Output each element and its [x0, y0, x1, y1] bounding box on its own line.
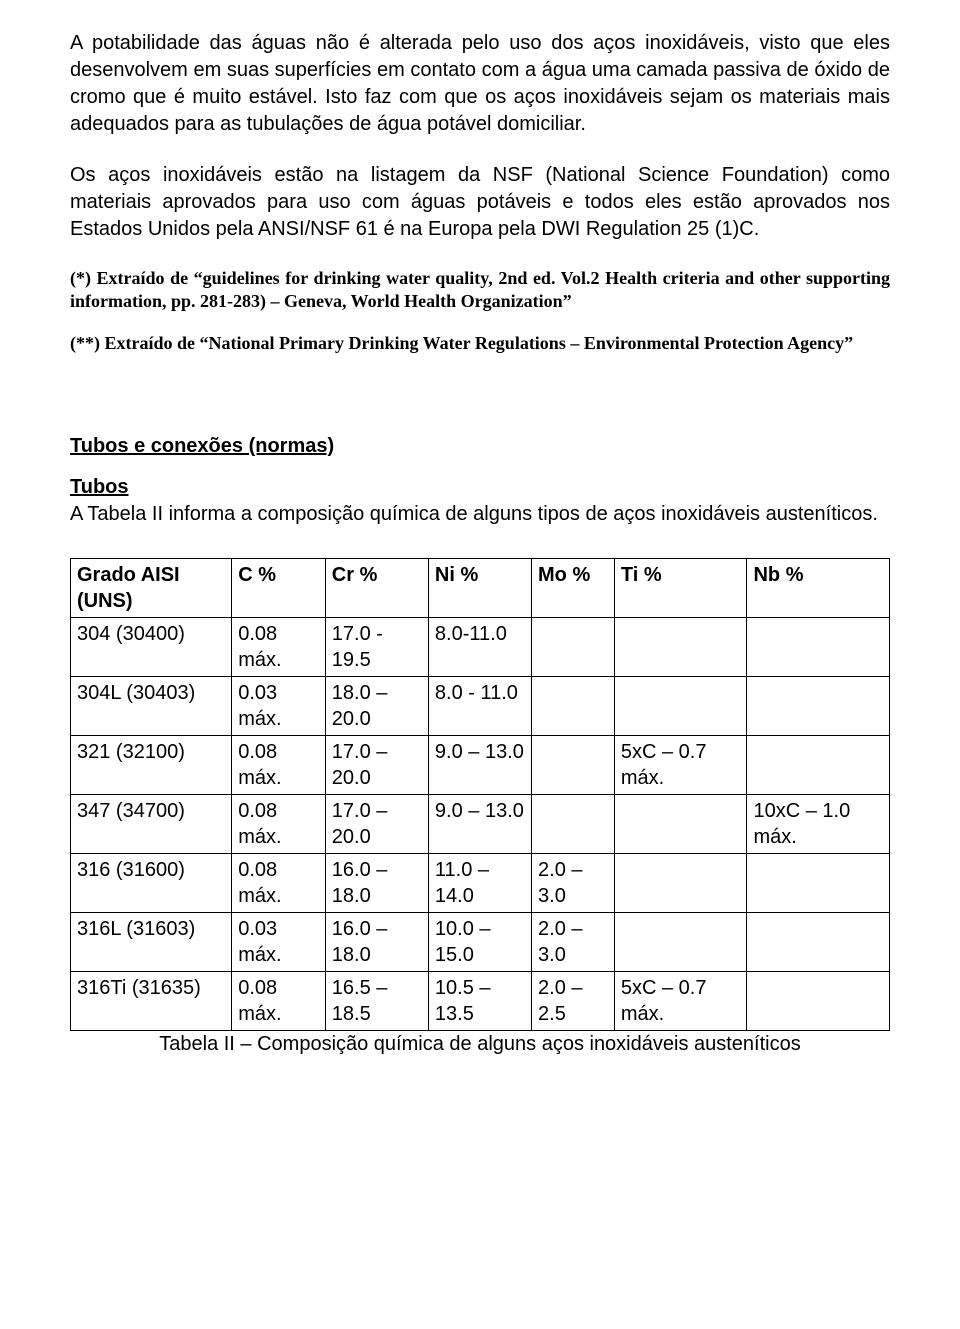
cell-mo: [532, 795, 615, 854]
cell-mo: 2.0 – 3.0: [532, 854, 615, 913]
table-row: 316L (31603) 0.03 máx. 16.0 – 18.0 10.0 …: [71, 913, 890, 972]
cell-c: 0.03 máx.: [232, 677, 326, 736]
cell-cr: 16.5 – 18.5: [325, 972, 428, 1031]
cell-cr: 17.0 – 20.0: [325, 736, 428, 795]
cell-ti: [614, 677, 747, 736]
cell-nb: [747, 618, 890, 677]
cell-c: 0.08 máx.: [232, 972, 326, 1031]
table-row: 304 (30400) 0.08 máx. 17.0 - 19.5 8.0-11…: [71, 618, 890, 677]
footnote-1: (*) Extraído de “guidelines for drinking…: [70, 267, 890, 314]
table-row: 316 (31600) 0.08 máx. 16.0 – 18.0 11.0 –…: [71, 854, 890, 913]
paragraph-2: Os aços inoxidáveis estão na listagem da…: [70, 162, 890, 243]
cell-grado: 304 (30400): [71, 618, 232, 677]
cell-cr: 16.0 – 18.0: [325, 913, 428, 972]
cell-ti: [614, 618, 747, 677]
cell-mo: 2.0 –2.5: [532, 972, 615, 1031]
col-header-ni: Ni %: [428, 559, 531, 618]
cell-grado: 304L (30403): [71, 677, 232, 736]
cell-ni: 10.0 – 15.0: [428, 913, 531, 972]
cell-nb: [747, 854, 890, 913]
col-header-mo: Mo %: [532, 559, 615, 618]
cell-ti: [614, 795, 747, 854]
cell-mo: 2.0 – 3.0: [532, 913, 615, 972]
cell-nb: [747, 913, 890, 972]
cell-mo: [532, 677, 615, 736]
cell-nb: [747, 736, 890, 795]
footnote-2: (**) Extraído de “National Primary Drink…: [70, 332, 890, 355]
paragraph-1: A potabilidade das águas não é alterada …: [70, 30, 890, 138]
cell-cr: 17.0 - 19.5: [325, 618, 428, 677]
table-row: 316Ti (31635) 0.08 máx. 16.5 – 18.5 10.5…: [71, 972, 890, 1031]
table-row: 321 (32100) 0.08 máx. 17.0 – 20.0 9.0 – …: [71, 736, 890, 795]
cell-c: 0.08 máx.: [232, 618, 326, 677]
cell-nb: [747, 677, 890, 736]
cell-nb: 10xC – 1.0 máx.: [747, 795, 890, 854]
table-row: 347 (34700) 0.08 máx. 17.0 – 20.0 9.0 – …: [71, 795, 890, 854]
cell-grado: 321 (32100): [71, 736, 232, 795]
table-caption: Tabela II – Composição química de alguns…: [70, 1033, 890, 1056]
cell-mo: [532, 618, 615, 677]
cell-ti: [614, 913, 747, 972]
cell-cr: 18.0 – 20.0: [325, 677, 428, 736]
cell-mo: [532, 736, 615, 795]
cell-ti: 5xC – 0.7 máx.: [614, 972, 747, 1031]
cell-ti: [614, 854, 747, 913]
col-header-c: C %: [232, 559, 326, 618]
cell-ni: 8.0 - 11.0: [428, 677, 531, 736]
cell-grado: 347 (34700): [71, 795, 232, 854]
cell-ni: 9.0 – 13.0: [428, 795, 531, 854]
table-row: 304L (30403) 0.03 máx. 18.0 – 20.0 8.0 -…: [71, 677, 890, 736]
composition-table: Grado AISI (UNS) C % Cr % Ni % Mo % Ti %…: [70, 558, 890, 1031]
cell-c: 0.03 máx.: [232, 913, 326, 972]
section-header: Tubos e conexões (normas): [70, 435, 890, 458]
cell-grado: 316Ti (31635): [71, 972, 232, 1031]
col-header-cr: Cr %: [325, 559, 428, 618]
cell-ni: 9.0 – 13.0: [428, 736, 531, 795]
cell-nb: [747, 972, 890, 1031]
subsection-header: Tubos: [70, 476, 890, 499]
cell-ti: 5xC – 0.7 máx.: [614, 736, 747, 795]
col-header-grado: Grado AISI (UNS): [71, 559, 232, 618]
cell-c: 0.08 máx.: [232, 854, 326, 913]
col-header-ti: Ti %: [614, 559, 747, 618]
col-header-nb: Nb %: [747, 559, 890, 618]
cell-c: 0.08 máx.: [232, 736, 326, 795]
cell-c: 0.08 máx.: [232, 795, 326, 854]
cell-ni: 11.0 – 14.0: [428, 854, 531, 913]
cell-ni: 10.5 – 13.5: [428, 972, 531, 1031]
cell-cr: 17.0 – 20.0: [325, 795, 428, 854]
cell-grado: 316L (31603): [71, 913, 232, 972]
cell-ni: 8.0-11.0: [428, 618, 531, 677]
cell-grado: 316 (31600): [71, 854, 232, 913]
intro-text: A Tabela II informa a composição química…: [70, 501, 890, 528]
cell-cr: 16.0 – 18.0: [325, 854, 428, 913]
table-header-row: Grado AISI (UNS) C % Cr % Ni % Mo % Ti %…: [71, 559, 890, 618]
